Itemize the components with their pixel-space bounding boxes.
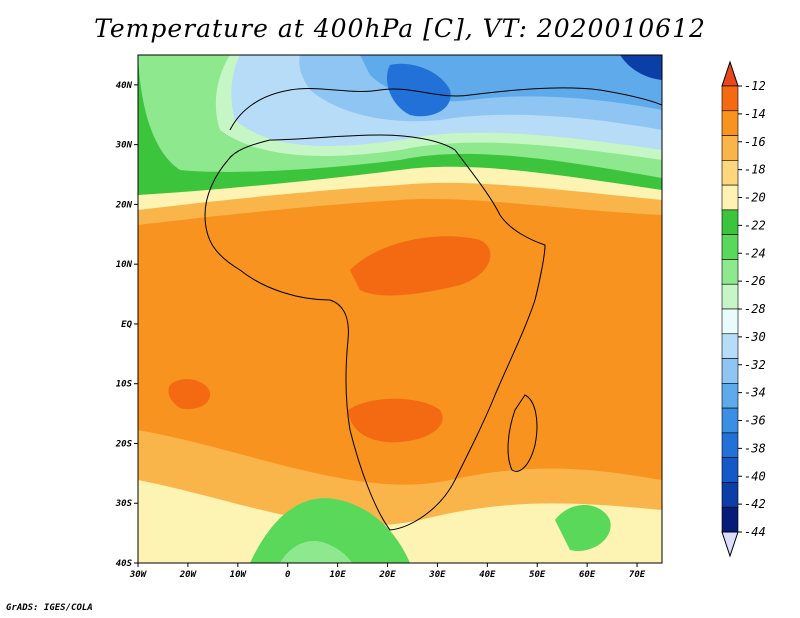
map-frame <box>137 54 663 564</box>
colorbar-bottom-triangle <box>721 531 739 558</box>
lon-tick-label: 40E <box>479 570 496 580</box>
colorbar-label: -24 <box>744 246 766 260</box>
lat-tick-label: 10N <box>116 260 133 270</box>
colorbar-segment <box>721 358 739 384</box>
colorbar-label: -14 <box>744 107 766 121</box>
colorbar-segment <box>721 110 739 136</box>
colorbar-label: -40 <box>744 469 766 483</box>
colorbar-segment <box>721 234 739 260</box>
lon-tick-labels: 30W 20W 10W 0 10E 20E 30E 40E 50E 60E 70E <box>129 563 646 580</box>
colorbar-top-triangle <box>721 60 739 87</box>
colorbar-label: -30 <box>744 330 766 344</box>
colorbar-label: -38 <box>744 441 766 455</box>
colorbar-segment <box>721 333 739 359</box>
colorbar-segment <box>721 85 739 112</box>
lon-tick-label: 30E <box>428 570 446 580</box>
field-blob-south-green <box>250 498 410 563</box>
lat-tick-label: 40S <box>116 559 133 569</box>
colorbar-segment <box>721 308 739 335</box>
chart-title: Temperature at 400hPa [C], VT: 202001061… <box>94 14 706 43</box>
lat-tick-label: EQ <box>121 320 132 330</box>
colorbar-label: -26 <box>744 274 766 288</box>
africa-coastline <box>204 134 546 531</box>
lon-tick-label: 10E <box>329 570 346 580</box>
field-pocket-warm-north <box>350 236 491 296</box>
colorbar-segment <box>721 457 739 483</box>
lat-tick-label: 30N <box>115 141 133 151</box>
lon-tick-label: 20E <box>378 570 396 580</box>
lat-tick-label: 20S <box>115 439 133 449</box>
colorbar-label: -12 <box>744 79 766 93</box>
colorbar-segment <box>721 407 739 434</box>
lat-tick-labels: 40N 30N 20N 10N EQ 10S 20S 30S 40S <box>115 81 138 569</box>
colorbar-segment <box>721 432 739 458</box>
lat-tick-label: 20N <box>115 200 133 210</box>
lat-tick-label: 10S <box>116 380 133 390</box>
field-blob-north-40 <box>386 63 451 117</box>
colorbar-label: -32 <box>744 358 766 372</box>
colorbar-segment <box>721 184 739 211</box>
colorbar: -12 -14 -16 -18 -20 -22 -24 -26 -28 -30 -32 -34 -36 -… <box>721 60 766 558</box>
lon-tick-label: 0 <box>285 570 291 580</box>
colorbar-label: -42 <box>744 497 766 511</box>
colorbar-label: -18 <box>744 163 766 177</box>
colorbar-label: -44 <box>744 525 766 539</box>
colorbar-segment <box>721 259 739 285</box>
colorbar-label: -22 <box>744 218 766 232</box>
field-blob-south-lightgreen <box>280 541 352 563</box>
lat-tick-label: 40N <box>116 81 133 91</box>
colorbar-label: -16 <box>744 135 766 149</box>
colorbar-segment <box>721 383 739 409</box>
lon-tick-label: 30W <box>129 570 148 580</box>
colorbar-segment <box>721 506 739 533</box>
colorbar-segment <box>721 482 739 508</box>
colorbar-label: -34 <box>744 386 766 400</box>
field-blob-ne-44 <box>620 55 662 80</box>
colorbar-segment <box>721 209 739 235</box>
madagascar-coastline <box>507 394 538 472</box>
lon-tick-label: 10W <box>230 570 248 580</box>
colorbar-label: -20 <box>744 191 766 205</box>
field-blob-se-green <box>555 505 611 551</box>
temperature-field <box>138 55 662 563</box>
lon-tick-label: 70E <box>629 570 646 580</box>
colorbar-segment <box>721 283 739 310</box>
colorbar-label: -28 <box>744 302 766 316</box>
colorbar-segment <box>721 160 739 186</box>
europe-coastline <box>229 87 662 131</box>
field-pocket-warm-south <box>348 398 443 443</box>
lat-tick-label: 30S <box>115 499 133 509</box>
credit-text: GrADS: IGES/COLA <box>6 603 93 613</box>
lon-tick-label: 50E <box>529 570 546 580</box>
lon-tick-label: 60E <box>579 570 596 580</box>
field-pocket-warm-west <box>168 379 211 410</box>
lon-tick-label: 20W <box>179 570 198 580</box>
colorbar-segment <box>721 135 739 161</box>
colorbar-label: -36 <box>744 414 766 428</box>
